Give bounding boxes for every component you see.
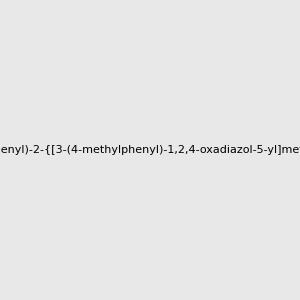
Text: N-(2,3-dimethylphenyl)-2-{[3-(4-methylphenyl)-1,2,4-oxadiazol-5-yl]methoxy}benza: N-(2,3-dimethylphenyl)-2-{[3-(4-methylph… xyxy=(0,145,300,155)
